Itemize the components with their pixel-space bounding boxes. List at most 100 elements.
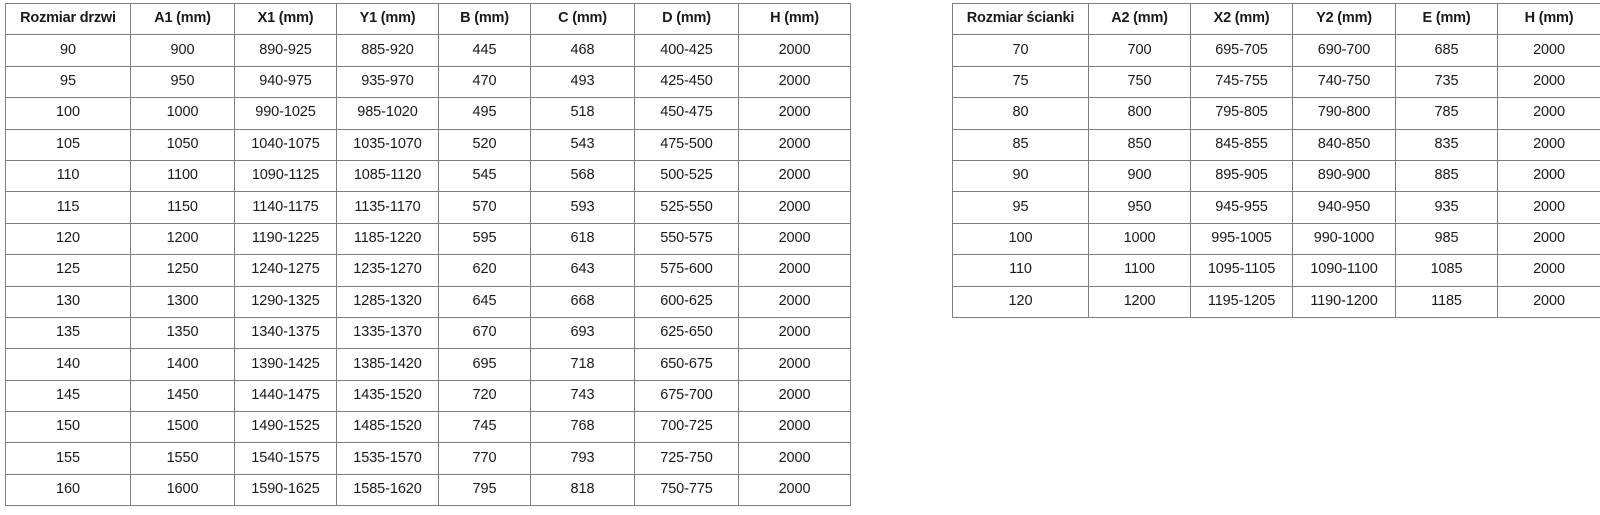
table-row: 95 950 940-975 935-970 470 493 425-450 2000	[5, 65, 851, 99]
table-cell: 575-600	[634, 254, 739, 287]
column-header: A1 (mm)	[130, 2, 235, 36]
wall-table-header: Rozmiar ścianki A2 (mm) X2 (mm) Y2 (mm) E (m…	[952, 2, 1600, 36]
table-cell: 600-625	[634, 285, 739, 318]
table-cell: 745-755	[1190, 65, 1293, 99]
table-cell: 70	[952, 34, 1089, 67]
table-cell: 618	[530, 222, 635, 256]
table-cell: 885-920	[336, 34, 439, 67]
table-cell: 1195-1205	[1190, 285, 1293, 318]
table-cell: 493	[530, 65, 635, 99]
table-cell: 130	[5, 285, 131, 318]
column-header: Rozmiar drzwi	[5, 2, 131, 36]
table-row: 145 1450 1440-1475 1435-1520 720 743 675-700 20…	[5, 379, 851, 413]
table-cell: 670	[438, 316, 531, 350]
door-table-body: 90 900 890-925 885-920 445 468 400-425 2000 95 95…	[5, 34, 851, 507]
table-cell: 885	[1395, 159, 1498, 193]
table-cell: 135	[5, 316, 131, 350]
table-cell: 1590-1625	[234, 473, 337, 507]
door-table-header: Rozmiar drzwi A1 (mm) X1 (mm) Y1 (mm) B (mm)…	[5, 2, 851, 36]
table-cell: 800	[1088, 97, 1191, 130]
table-cell: 2000	[1497, 191, 1600, 224]
table-cell: 1240-1275	[234, 254, 337, 287]
table-row: 85 850 845-855 840-850 835 2000	[952, 128, 1600, 161]
table-cell: 1235-1270	[336, 254, 439, 287]
table-row: 160 1600 1590-1625 1585-1620 795 818 750-775 20…	[5, 473, 851, 507]
table-row: 70 700 695-705 690-700 685 2000	[952, 34, 1600, 67]
table-cell: 750	[1088, 65, 1191, 99]
table-cell: 795-805	[1190, 97, 1293, 130]
table-cell: 1135-1170	[336, 191, 439, 224]
door-size-specification-table: Rozmiar drzwi A1 (mm) X1 (mm) Y1 (mm) B (mm)…	[5, 2, 851, 507]
column-header: X2 (mm)	[1190, 2, 1293, 36]
table-cell: 520	[438, 128, 531, 161]
table-cell: 950	[130, 65, 235, 99]
table-cell: 120	[5, 222, 131, 256]
table-row: 100 1000 990-1025 985-1020 495 518 450-475 2000	[5, 97, 851, 130]
table-cell: 785	[1395, 97, 1498, 130]
table-cell: 835	[1395, 128, 1498, 161]
table-cell: 625-650	[634, 316, 739, 350]
table-cell: 543	[530, 128, 635, 161]
table-cell: 1000	[130, 97, 235, 130]
table-cell: 685	[1395, 34, 1498, 67]
column-header: H (mm)	[1497, 2, 1600, 36]
table-cell: 1450	[130, 379, 235, 413]
table-cell: 160	[5, 473, 131, 507]
table-cell: 2000	[738, 348, 851, 381]
table-cell: 1190-1200	[1292, 285, 1396, 318]
table-cell: 110	[952, 254, 1089, 287]
table-cell: 1085	[1395, 254, 1498, 287]
table-cell: 2000	[1497, 34, 1600, 67]
table-row: 110 1100 1095-1105 1090-1100 1085 2000	[952, 254, 1600, 287]
table-cell: 695-705	[1190, 34, 1293, 67]
table-cell: 620	[438, 254, 531, 287]
table-cell: 1190-1225	[234, 222, 337, 256]
table-cell: 740-750	[1292, 65, 1396, 99]
table-cell: 890-900	[1292, 159, 1396, 193]
table-cell: 793	[530, 442, 635, 475]
table-cell: 1185-1220	[336, 222, 439, 256]
table-cell: 690-700	[1292, 34, 1396, 67]
column-header: B (mm)	[438, 2, 531, 36]
table-cell: 95	[952, 191, 1089, 224]
table-cell: 895-905	[1190, 159, 1293, 193]
table-cell: 1035-1070	[336, 128, 439, 161]
table-cell: 735	[1395, 65, 1498, 99]
table-cell: 1350	[130, 316, 235, 350]
table-cell: 1535-1570	[336, 442, 439, 475]
table-cell: 120	[952, 285, 1089, 318]
table-row: 140 1400 1390-1425 1385-1420 695 718 650-675 20…	[5, 348, 851, 381]
table-row: 110 1100 1090-1125 1085-1120 545 568 500-525 20…	[5, 159, 851, 193]
table-cell: 1285-1320	[336, 285, 439, 318]
table-cell: 85	[952, 128, 1089, 161]
wall-table-body: 70 700 695-705 690-700 685 2000 75 750 745-755 74…	[952, 34, 1600, 318]
table-cell: 2000	[1497, 128, 1600, 161]
table-cell: 1200	[1088, 285, 1191, 318]
table-cell: 1485-1520	[336, 411, 439, 444]
table-row: 80 800 795-805 790-800 785 2000	[952, 97, 1600, 130]
table-cell: 495	[438, 97, 531, 130]
table-cell: 1140-1175	[234, 191, 337, 224]
table-cell: 718	[530, 348, 635, 381]
table-cell: 768	[530, 411, 635, 444]
table-cell: 1500	[130, 411, 235, 444]
table-cell: 750-775	[634, 473, 739, 507]
table-cell: 2000	[738, 222, 851, 256]
table-cell: 1100	[130, 159, 235, 193]
table-cell: 1250	[130, 254, 235, 287]
table-cell: 2000	[738, 128, 851, 161]
table-cell: 1150	[130, 191, 235, 224]
table-cell: 75	[952, 65, 1089, 99]
table-cell: 105	[5, 128, 131, 161]
table-cell: 990-1000	[1292, 222, 1396, 256]
column-header: Y1 (mm)	[336, 2, 439, 36]
table-cell: 990-1025	[234, 97, 337, 130]
table-cell: 445	[438, 34, 531, 67]
table-cell: 468	[530, 34, 635, 67]
table-cell: 2000	[738, 379, 851, 413]
table-cell: 840-850	[1292, 128, 1396, 161]
table-cell: 950	[1088, 191, 1191, 224]
table-cell: 2000	[738, 285, 851, 318]
table-cell: 568	[530, 159, 635, 193]
table-cell: 1050	[130, 128, 235, 161]
